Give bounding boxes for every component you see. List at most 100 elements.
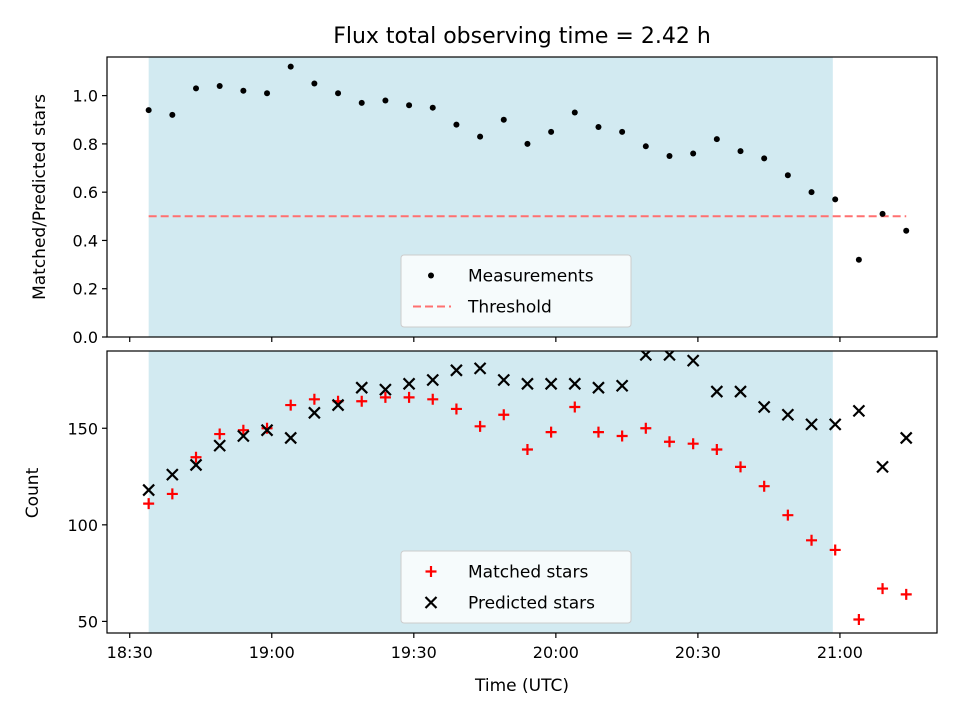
legend-entry: Predicted stars — [424, 594, 595, 614]
data-point — [142, 483, 155, 497]
series-matched-stars — [143, 391, 912, 625]
data-point — [548, 128, 555, 135]
data-point — [402, 377, 416, 391]
legend-marker — [424, 596, 438, 609]
legend-entry: Threshold — [413, 298, 552, 318]
data-point — [877, 583, 889, 595]
legend-label: Threshold — [467, 298, 552, 318]
data-point — [855, 256, 862, 263]
data-point — [829, 544, 841, 556]
y-tick-label: 0.4 — [73, 231, 98, 250]
data-point — [711, 444, 723, 456]
data-point — [166, 468, 179, 481]
data-point — [214, 428, 226, 440]
legend-label: Predicted stars — [468, 594, 595, 614]
data-point — [331, 398, 345, 412]
legend: Measurements Threshold — [400, 254, 632, 328]
data-point — [808, 189, 815, 196]
data-point — [240, 87, 247, 94]
y-tick-label: 50 — [78, 612, 98, 631]
legend-marker — [425, 566, 437, 577]
data-point — [758, 480, 770, 492]
data-point — [642, 143, 649, 150]
data-point — [403, 391, 415, 403]
data-point — [853, 613, 865, 625]
legend-entry: Matched stars — [425, 563, 588, 583]
legend-entry: Measurements — [428, 267, 594, 287]
data-point — [311, 80, 318, 87]
data-point — [781, 408, 795, 422]
legend-box — [400, 254, 632, 328]
data-point — [615, 379, 629, 393]
data-point — [382, 97, 389, 104]
legend-label: Measurements — [468, 267, 594, 287]
data-point — [216, 82, 223, 89]
data-point — [498, 409, 510, 421]
data-point — [544, 377, 558, 391]
x-tick-label: 21:00 — [817, 643, 863, 662]
data-point — [761, 155, 768, 162]
data-point — [524, 140, 531, 147]
data-point — [616, 430, 628, 442]
data-point — [900, 588, 912, 600]
axes-frame — [106, 56, 938, 338]
x-tick-label: 20:30 — [675, 643, 721, 662]
data-point — [308, 406, 321, 420]
data-point — [782, 509, 794, 521]
plot-area — [145, 63, 910, 263]
data-point — [261, 422, 273, 434]
y-tick-label: 150 — [67, 419, 98, 438]
data-point — [806, 534, 818, 546]
data-point — [429, 104, 436, 111]
data-point — [713, 136, 720, 143]
data-point — [355, 381, 369, 394]
data-point — [213, 439, 226, 452]
data-point — [284, 431, 297, 445]
data-point — [474, 420, 486, 432]
data-point — [571, 109, 578, 116]
data-point — [308, 393, 320, 405]
data-point — [406, 102, 413, 109]
data-point — [237, 429, 250, 443]
data-point — [568, 377, 582, 391]
x-tick-label: 18:30 — [107, 643, 153, 662]
data-point — [686, 354, 700, 367]
legend: Matched stars Predicted stars — [400, 550, 632, 624]
x-axis-label: Time (UTC) — [474, 676, 569, 696]
top-y-axis-label: Matched/Predicted stars — [30, 94, 50, 300]
y-tick-label: 1.0 — [73, 87, 98, 106]
data-point — [592, 381, 605, 394]
data-point — [690, 150, 697, 157]
data-point — [426, 373, 440, 387]
data-point — [805, 418, 818, 431]
data-point — [899, 431, 913, 445]
data-point — [852, 404, 866, 418]
data-point — [264, 90, 271, 97]
data-point — [166, 488, 178, 500]
data-point — [666, 152, 673, 159]
legend-box — [400, 550, 632, 624]
data-point — [619, 128, 626, 135]
data-point — [569, 401, 581, 413]
data-point — [521, 444, 533, 456]
data-point — [450, 403, 462, 415]
data-point — [757, 400, 771, 414]
data-point — [710, 385, 724, 398]
data-point — [189, 458, 203, 472]
data-point — [335, 90, 342, 97]
y-tick-label: 0.6 — [73, 183, 98, 202]
data-point — [379, 383, 392, 396]
y-tick-label: 0.2 — [73, 280, 98, 299]
plot-area — [142, 351, 913, 625]
series-predicted-stars — [142, 351, 913, 497]
data-point — [521, 377, 534, 391]
y-tick-label: 0.8 — [73, 135, 98, 154]
data-point — [358, 99, 365, 106]
data-point — [737, 148, 744, 155]
legend-marker — [428, 272, 434, 279]
data-point — [190, 451, 202, 463]
series-measurements — [145, 63, 910, 263]
data-point — [477, 133, 484, 140]
data-point — [734, 385, 747, 398]
data-point — [260, 423, 274, 437]
